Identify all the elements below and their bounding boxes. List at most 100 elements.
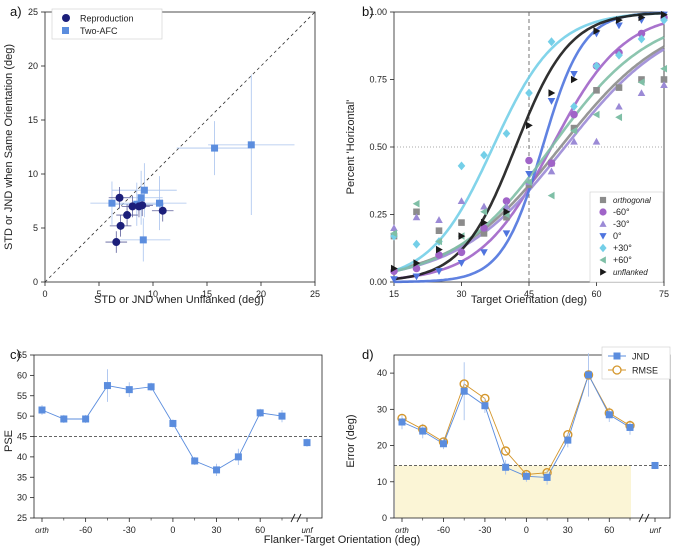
panel-d-jnd-point (460, 387, 468, 395)
legend-rmse-label: RMSE (632, 366, 658, 376)
panel-b-legend-marker (599, 196, 607, 204)
panel-a-xtick-label: 25 (310, 289, 320, 299)
panel-c-point (278, 412, 286, 420)
panel-c-axis-break (290, 513, 296, 523)
panel-a-point (138, 201, 147, 210)
legend-twoafc-marker (62, 27, 69, 34)
panel-b-legend-label: orthogonal (613, 196, 651, 205)
panel-b-point (390, 229, 398, 238)
panel-d-xtick-label: -60 (437, 525, 450, 535)
panel-b-point (458, 232, 466, 240)
panel-c-ytick-label: 25 (17, 513, 27, 523)
panel-b-point (458, 219, 465, 226)
panel-a: a) 0 5 10 15 20 25 0 5 10 15 20 25 STD or JND when … (3, 4, 320, 306)
panel-b-point (592, 137, 601, 145)
panel-b-point (615, 22, 623, 30)
panel-d-rmse-point (583, 370, 594, 380)
panel-d-shade (395, 465, 631, 518)
panel-d-xtick-label: 60 (604, 525, 614, 535)
panel-b-point (593, 87, 600, 94)
panel-b-point (480, 218, 488, 227)
panel-a-ylabel: STD or JND when Same Orientation (deg) (3, 44, 15, 250)
panel-c-plot: 25 30 35 40 45 50 55 60 65 orth -60 -30 0 30 60 unf (17, 350, 323, 535)
panel-b-point (637, 89, 646, 97)
panel-d-ytick-label: 20 (377, 441, 387, 451)
panel-d-xtick-label: -30 (478, 525, 491, 535)
panel-b-legend-label: +60° (613, 255, 632, 265)
panel-d-ylabel: Error (deg) (345, 414, 357, 467)
panel-b-legend-marker (600, 268, 607, 276)
legend-rmse-marker (612, 365, 622, 375)
panel-a-point (137, 194, 145, 202)
panel-c-series-line (41, 385, 283, 471)
panel-c-point (256, 409, 264, 417)
panel-b-point (570, 137, 578, 145)
panel-a-point (116, 221, 125, 230)
panel-a-label: a) (10, 4, 22, 19)
panel-a-xtick-label: 20 (256, 289, 266, 299)
panel-b-plot: 15 30 45 60 75 0.00 0.25 0.50 0.75 1.00 (369, 7, 669, 299)
panel-c-ytick-label: 45 (17, 432, 27, 442)
panel-b-point (570, 71, 578, 78)
panel-d-legend-box (601, 346, 671, 380)
panel-b-point (615, 84, 623, 91)
panel-b-point (503, 208, 511, 216)
panel-b-point (412, 239, 421, 249)
panel-a-xtick-label: 0 (42, 289, 47, 299)
panel-b-legend-marker (599, 256, 606, 264)
panel-b-point (413, 259, 421, 267)
legend-reproduction-marker (62, 14, 70, 22)
panel-c-ytick-label: 30 (17, 493, 27, 503)
panel-b-point (525, 156, 533, 165)
panel-b-point (570, 127, 578, 135)
panel-d-legend: JND RMSE (601, 346, 671, 380)
panel-a-ytick-label: 10 (28, 169, 38, 179)
panel-b-legend-label: unflanked (613, 268, 648, 277)
panel-d-jnd-point (605, 411, 613, 419)
panel-a-xtick-label: 15 (202, 289, 212, 299)
panel-b-point (480, 249, 488, 257)
panel-d-ytick-label: 40 (377, 368, 387, 378)
panel-b-point (480, 230, 488, 237)
panel-b-xtick-label: 75 (659, 289, 669, 299)
panel-d-axis-break (638, 513, 644, 523)
panel-b-point (502, 230, 511, 238)
panel-a-xtick-label: 10 (148, 289, 158, 299)
panel-b-legend-label: -30° (613, 219, 630, 229)
panel-c-xtick-label: 60 (255, 525, 265, 535)
panel-a-point (115, 193, 124, 202)
panel-d-jnd-point (481, 402, 489, 410)
panel-d-jnd-point (502, 463, 510, 471)
panel-c-unf-point (303, 439, 311, 447)
panel-a-plot: 0 5 10 15 20 25 0 5 10 15 20 25 (28, 7, 320, 299)
panel-c-point (38, 406, 46, 414)
panel-a-point (211, 144, 219, 152)
panel-a-point (108, 199, 116, 207)
panel-c-ytick-label: 40 (17, 452, 27, 462)
panel-b-point (570, 75, 578, 84)
panel-c-ytick-label: 60 (17, 370, 27, 380)
panel-b-xtick-label: 15 (389, 289, 399, 299)
panel-b-legend: orthogonal -60° -30° 0° +30° +60° unflanked (589, 191, 664, 283)
panel-c-xtick-label: 0 (170, 525, 175, 535)
panel-b-point (457, 260, 466, 267)
panel-c-xtick-label: orth (35, 526, 49, 535)
panel-c-ylabel: PSE (3, 430, 15, 452)
panel-c-point (103, 382, 111, 390)
panel-b-point (637, 78, 645, 86)
panel-b-point (660, 15, 668, 25)
panel-a-point (140, 186, 148, 194)
panel-d-rmse-point (500, 446, 511, 456)
panel-b-point (660, 76, 668, 83)
panel-b-xtick-label: 60 (591, 289, 601, 299)
panel-b-point (480, 150, 488, 160)
panel-d-jnd-point (585, 371, 593, 379)
panel-c-xtick-label: -60 (79, 525, 92, 535)
panel-b-point (502, 202, 511, 210)
panel-d-xtick-label: 0 (524, 525, 529, 535)
panel-b-point (480, 202, 488, 210)
panel-b-ytick-label: 0.00 (369, 277, 387, 287)
panel-a-xlabel: STD or JND when Unflanked (deg) (94, 294, 264, 306)
panel-b-point (525, 88, 533, 98)
panel-b-point (412, 213, 421, 221)
